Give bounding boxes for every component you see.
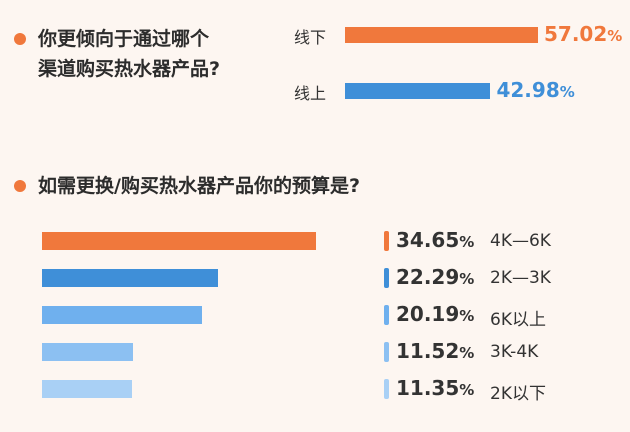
budget-bar-4	[42, 380, 132, 398]
q1-bullet-dot	[14, 33, 26, 45]
percent-sign: %	[459, 381, 475, 399]
budget-category-1: 2K—3K	[490, 268, 551, 288]
budget-value-1: 22.29%	[396, 265, 474, 289]
budget-bar-2	[42, 306, 202, 324]
budget-value-0: 34.65%	[396, 228, 474, 252]
budget-bar-0	[42, 232, 316, 250]
percent-sign: %	[607, 27, 623, 45]
channel-bar-0	[345, 27, 538, 43]
value-number: 11.52	[396, 339, 460, 363]
budget-value-4: 11.35%	[396, 376, 474, 400]
channel-bar-1	[345, 83, 491, 99]
value-number: 34.65	[396, 228, 460, 252]
budget-category-3: 3K-4K	[490, 342, 539, 362]
value-number: 22.29	[396, 265, 460, 289]
value-number: 57.02	[544, 22, 608, 46]
budget-legend-marker-1	[384, 268, 389, 288]
budget-legend-marker-3	[384, 342, 389, 362]
value-number: 20.19	[396, 302, 460, 326]
value-number: 42.98	[496, 78, 560, 102]
percent-sign: %	[459, 344, 475, 362]
percent-sign: %	[559, 83, 575, 101]
budget-legend-marker-0	[384, 231, 389, 251]
channel-value-0: 57.02%	[544, 22, 622, 46]
percent-sign: %	[459, 307, 475, 325]
q2-bullet-dot	[14, 180, 26, 192]
percent-sign: %	[459, 270, 475, 288]
channel-label-0: 线下	[294, 28, 327, 47]
value-number: 11.35	[396, 376, 460, 400]
budget-bar-3	[42, 343, 134, 361]
percent-sign: %	[459, 233, 475, 251]
budget-category-4: 2K以下	[490, 384, 546, 404]
budget-value-2: 20.19%	[396, 302, 474, 326]
budget-bar-1	[42, 269, 219, 287]
budget-category-0: 4K—6K	[490, 231, 551, 251]
q2-title: 如需更换/购买热水器产品你的预算是?	[38, 175, 360, 197]
channel-value-1: 42.98%	[496, 78, 574, 102]
q1-title-line2: 渠道购买热水器产品?	[38, 58, 221, 80]
budget-legend-marker-2	[384, 305, 389, 325]
budget-legend-marker-4	[384, 379, 389, 399]
q1-title-line1: 你更倾向于通过哪个	[38, 28, 210, 50]
budget-category-2: 6K以上	[490, 310, 546, 330]
channel-label-1: 线上	[294, 84, 327, 103]
budget-value-3: 11.52%	[396, 339, 474, 363]
